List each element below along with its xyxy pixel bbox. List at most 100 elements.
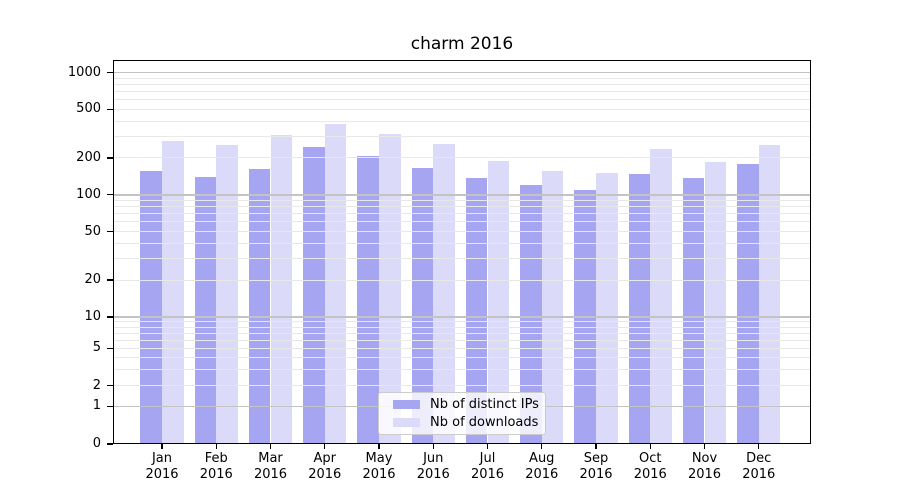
y-tick-mark xyxy=(106,108,113,110)
legend-item-distinct-ips: Nb of distinct IPs xyxy=(386,397,539,412)
x-tick-label-month: Mar xyxy=(258,451,283,466)
y-tick-mark xyxy=(106,157,113,159)
x-tick-mark xyxy=(161,444,163,449)
y-gridline-minor xyxy=(113,221,811,223)
x-tick-mark xyxy=(378,444,380,449)
x-tick-label-year: 2016 xyxy=(145,466,179,482)
x-tick-label: Dec 2016 xyxy=(731,451,787,482)
bar-downloads xyxy=(596,172,618,444)
bars xyxy=(113,60,811,444)
legend: Nb of distinct IPs Nb of downloads xyxy=(378,392,546,435)
y-tick-mark xyxy=(106,71,113,74)
x-tick-label-year: 2016 xyxy=(199,466,233,482)
y-gridline-minor xyxy=(113,199,811,201)
y-tick-label: 1 xyxy=(92,398,101,414)
x-tick-label-year: 2016 xyxy=(525,466,559,482)
y-tick-label: 500 xyxy=(76,101,101,117)
x-tick-mark xyxy=(649,444,651,449)
legend-swatch-ips xyxy=(393,399,420,410)
y-gridline-minor xyxy=(113,83,811,85)
x-tick-label-month: Nov xyxy=(691,451,718,466)
y-gridline-minor xyxy=(113,90,811,92)
bar-distinct-ips xyxy=(194,177,217,444)
y-tick-mark xyxy=(106,443,113,445)
legend-label-ips: Nb of distinct IPs xyxy=(430,397,539,412)
y-gridline-minor xyxy=(113,326,811,328)
x-tick-mark xyxy=(595,444,597,449)
bar-distinct-ips xyxy=(682,177,705,444)
y-gridline-minor xyxy=(113,258,811,260)
x-tick-label-month: Sep xyxy=(583,451,609,466)
y-gridline-minor xyxy=(113,347,811,349)
x-tick-label: Sep 2016 xyxy=(568,451,624,482)
y-gridline-minor xyxy=(113,385,811,387)
x-tick-label: May 2016 xyxy=(351,451,407,482)
x-tick-label: Apr 2016 xyxy=(297,451,353,482)
x-tick-label: Feb 2016 xyxy=(188,451,244,482)
x-tick-label-year: 2016 xyxy=(253,466,288,482)
y-gridline-minor xyxy=(113,279,811,281)
x-tick-label-month: Jun xyxy=(423,451,444,466)
x-tick-mark xyxy=(758,444,760,449)
x-tick-label-year: 2016 xyxy=(742,466,776,482)
chart-title: charm 2016 xyxy=(410,34,514,54)
x-tick-label-month: Oct xyxy=(639,451,662,466)
x-tick-label-month: Jan xyxy=(151,451,173,466)
x-tick-label: Jan 2016 xyxy=(134,451,190,482)
bar-distinct-ips xyxy=(737,163,759,444)
x-tick-label-month: Jul xyxy=(479,451,496,466)
y-gridline-minor xyxy=(113,206,811,208)
y-tick-label: 0 xyxy=(92,436,101,451)
bar-distinct-ips xyxy=(248,168,271,444)
x-tick-mark xyxy=(324,444,326,449)
x-tick-label-year: 2016 xyxy=(308,466,342,482)
y-tick-mark xyxy=(106,279,113,281)
x-tick-label-month: Dec xyxy=(746,451,772,466)
legend-swatch-downloads xyxy=(393,417,420,428)
y-gridline-minor xyxy=(113,108,811,110)
y-tick-mark xyxy=(106,347,113,350)
x-tick-mark xyxy=(215,444,217,449)
y-tick-label: 20 xyxy=(84,272,101,288)
y-gridline-minor xyxy=(113,231,811,233)
y-gridline-minor xyxy=(113,135,811,137)
x-tick-label-month: Apr xyxy=(313,451,337,466)
x-tick-mark xyxy=(703,444,706,449)
y-gridline-minor xyxy=(113,368,811,370)
y-gridline-minor xyxy=(113,77,811,79)
bar-distinct-ips xyxy=(520,184,542,444)
x-tick-label: Jun 2016 xyxy=(405,451,461,482)
x-tick-label-year: 2016 xyxy=(687,466,722,482)
y-gridline-major xyxy=(113,316,811,318)
x-tick-label: Nov 2016 xyxy=(677,451,733,482)
bar-downloads xyxy=(541,170,564,444)
axis-ticks: 1000 500 200 100 50 20 10 5 2 1 0 Jan 2016 Feb 2016 Mar… xyxy=(68,60,811,482)
bar-distinct-ips xyxy=(465,178,488,444)
legend-item-downloads: Nb of downloads xyxy=(386,415,538,430)
bar-distinct-ips xyxy=(411,167,434,444)
x-tick-mark xyxy=(486,444,489,449)
x-tick-label: Mar 2016 xyxy=(243,451,299,482)
bar-downloads xyxy=(379,133,401,444)
x-tick-label-month: May xyxy=(365,451,393,466)
bar-downloads xyxy=(324,123,347,444)
y-gridline-major xyxy=(113,71,811,74)
x-tick-label-year: 2016 xyxy=(416,466,450,482)
y-tick-mark xyxy=(106,230,113,233)
x-tick-label-year: 2016 xyxy=(470,466,505,482)
y-tick-label: 100 xyxy=(76,186,101,202)
x-tick-label-year: 2016 xyxy=(633,466,667,482)
bar-distinct-ips xyxy=(628,173,651,444)
x-tick-mark xyxy=(432,444,434,449)
bar-downloads xyxy=(650,148,672,444)
x-tick-mark xyxy=(541,444,543,449)
y-tick-mark xyxy=(106,384,113,387)
y-gridline-minor xyxy=(113,120,811,122)
x-tick-label-year: 2016 xyxy=(362,466,396,482)
x-tick-label-year: 2016 xyxy=(579,466,613,482)
y-gridline-minor xyxy=(113,357,811,358)
plot-area: 1000 500 200 100 50 20 10 5 2 1 0 Jan 2016 Feb 2016 Mar… xyxy=(68,60,811,482)
legend-label-downloads: Nb of downloads xyxy=(430,415,539,430)
y-gridline-minor xyxy=(113,321,811,323)
